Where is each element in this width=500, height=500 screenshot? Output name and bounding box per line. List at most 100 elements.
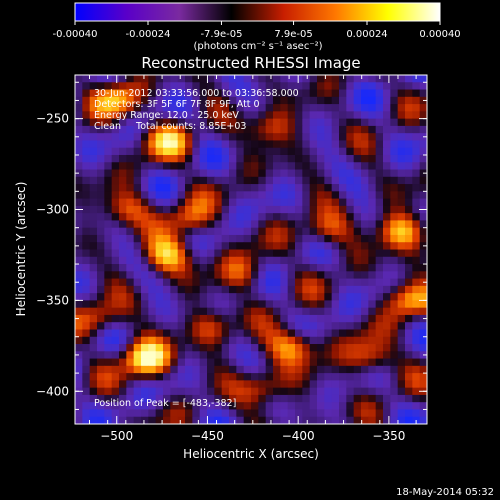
heatmap-cell — [287, 125, 296, 134]
heatmap-cell — [199, 329, 208, 338]
heatmap-cell — [155, 213, 164, 221]
heatmap-cell — [361, 133, 369, 141]
heatmap-cell — [119, 264, 127, 272]
heatmap-cell — [207, 336, 215, 345]
heatmap-cell — [243, 104, 252, 112]
heatmap-cell — [258, 82, 267, 90]
heatmap-cell — [412, 402, 421, 410]
heatmap-cell — [324, 96, 333, 105]
heatmap-cell — [185, 184, 193, 192]
heatmap-cell — [251, 169, 259, 178]
heatmap-cell — [148, 402, 157, 410]
heatmap-cell — [397, 293, 406, 301]
heatmap-cell — [317, 111, 325, 120]
heatmap-cell — [133, 118, 142, 127]
heatmap-cell — [317, 264, 325, 272]
x-tick-label: −400 — [282, 429, 315, 443]
heatmap-cell — [170, 104, 179, 112]
heatmap-cell — [221, 227, 230, 236]
heatmap-cell — [177, 82, 186, 90]
heatmap-cell — [126, 140, 135, 149]
heatmap-cell — [236, 162, 245, 170]
heatmap-cell — [148, 322, 157, 330]
heatmap-cell — [273, 75, 281, 83]
heatmap-cell — [192, 140, 201, 149]
heatmap-cell — [221, 111, 230, 120]
heatmap-cell — [331, 344, 340, 352]
heatmap-cell — [368, 162, 377, 170]
heatmap-cell — [353, 358, 362, 367]
heatmap-cell — [229, 184, 237, 192]
heatmap-cell — [199, 402, 208, 410]
heatmap-cell — [251, 387, 259, 396]
heatmap-cell — [170, 271, 179, 279]
heatmap-cell — [390, 314, 399, 323]
heatmap-cell — [280, 344, 289, 352]
heatmap-cell — [141, 147, 149, 156]
heatmap-cell — [133, 191, 142, 199]
heatmap-cell — [236, 293, 245, 301]
heatmap-cell — [111, 220, 120, 229]
heatmap-cell — [251, 104, 259, 112]
heatmap-cell — [419, 220, 427, 229]
heatmap-cell — [412, 176, 421, 185]
heatmap-cell — [82, 336, 91, 345]
heatmap-cell — [295, 205, 303, 214]
heatmap-cell — [375, 162, 384, 170]
heatmap-cell — [361, 402, 369, 410]
heatmap-cell — [317, 198, 325, 207]
heatmap-cell — [251, 162, 259, 170]
heatmap-cell — [397, 89, 406, 98]
heatmap-cell — [317, 373, 325, 381]
heatmap-cell — [346, 256, 355, 265]
heatmap-cell — [397, 358, 406, 367]
heatmap-cell — [104, 89, 113, 98]
heatmap-cell — [346, 409, 355, 418]
heatmap-cell — [155, 205, 164, 214]
heatmap-cell — [353, 191, 362, 199]
heatmap-cell — [97, 278, 105, 287]
heatmap-cell — [397, 104, 406, 112]
heatmap-cell — [192, 271, 201, 279]
heatmap-cell — [119, 249, 127, 258]
heatmap-cell — [309, 205, 318, 214]
heatmap-cell — [346, 111, 355, 120]
heatmap-cell — [368, 264, 377, 272]
heatmap-cell — [207, 242, 215, 250]
x-tick-label: −500 — [100, 429, 133, 443]
heatmap-cell — [111, 387, 120, 396]
heatmap-cell — [89, 147, 98, 156]
heatmap-cell — [243, 307, 252, 316]
heatmap-cell — [339, 82, 347, 90]
heatmap-cell — [141, 104, 149, 112]
heatmap-cell — [317, 220, 325, 229]
heatmap-cell — [119, 154, 127, 163]
heatmap-cell — [339, 329, 347, 338]
heatmap-cell — [82, 271, 91, 279]
heatmap-cell — [390, 416, 399, 424]
heatmap-cell — [346, 344, 355, 352]
heatmap-cell — [163, 271, 171, 279]
heatmap-cell — [82, 387, 91, 396]
heatmap-cell — [229, 162, 237, 170]
heatmap-cell — [273, 82, 281, 90]
heatmap-cell — [170, 242, 179, 250]
heatmap-cell — [192, 227, 201, 236]
heatmap-cell — [419, 307, 427, 316]
heatmap-cell — [214, 278, 223, 287]
heatmap-cell — [258, 329, 267, 338]
heatmap-cell — [273, 227, 281, 236]
heatmap-cell — [295, 191, 303, 199]
heatmap-cell — [104, 75, 113, 83]
heatmap-cell — [353, 176, 362, 185]
heatmap-cell — [346, 314, 355, 323]
heatmap-cell — [251, 322, 259, 330]
heatmap-cell — [229, 125, 237, 134]
heatmap-cell — [199, 249, 208, 258]
heatmap-cell — [273, 184, 281, 192]
heatmap-cell — [375, 140, 384, 149]
heatmap-cell — [390, 387, 399, 396]
heatmap-cell — [317, 234, 325, 243]
heatmap-cell — [302, 227, 311, 236]
heatmap-cell — [412, 234, 421, 243]
